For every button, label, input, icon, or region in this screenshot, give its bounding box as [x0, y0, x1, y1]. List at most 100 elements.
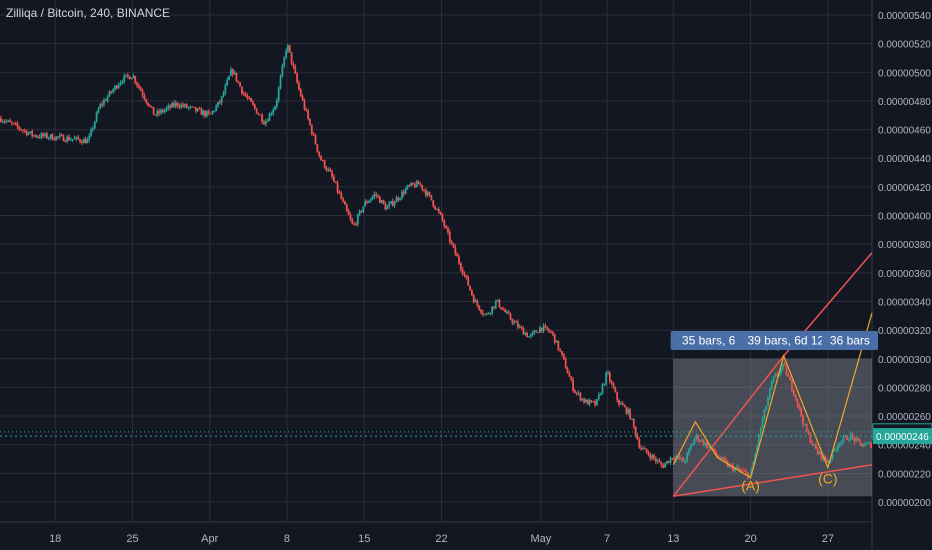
- candle-body: [520, 326, 523, 329]
- candle-body: [478, 305, 481, 310]
- candle-body: [581, 398, 584, 400]
- candle-body: [307, 110, 310, 119]
- price-tag-bg: [873, 428, 932, 445]
- y-tick-label: 0.00000280: [878, 383, 931, 394]
- candle-body: [351, 219, 354, 224]
- candle-body: [401, 191, 403, 199]
- x-tick-label: 15: [358, 533, 370, 545]
- candle-body: [340, 193, 343, 199]
- candle-body: [757, 434, 760, 447]
- candle-body: [585, 399, 587, 403]
- candle-body: [837, 444, 839, 450]
- candle-body: [235, 72, 238, 81]
- candle-body: [231, 69, 234, 75]
- candle-body: [859, 439, 861, 444]
- candle-body: [454, 246, 457, 254]
- candle-body: [721, 457, 723, 460]
- candle-body: [347, 210, 350, 216]
- candle-body: [224, 85, 227, 94]
- date-range-label-text: 35 bars, 6d: [682, 334, 742, 348]
- candle-body: [200, 108, 203, 115]
- candle-body: [814, 444, 817, 450]
- candle-body: [136, 82, 138, 86]
- candle-body: [573, 390, 576, 393]
- candle-body: [165, 107, 168, 111]
- candle-body: [603, 383, 606, 385]
- candle-body: [114, 85, 116, 90]
- candle-body: [237, 80, 240, 83]
- date-range-label-bg: [670, 331, 754, 350]
- candle-body: [654, 458, 657, 462]
- candle-body: [393, 202, 396, 206]
- candle-body: [632, 418, 635, 427]
- candle-body: [239, 82, 241, 87]
- candle-body: [840, 440, 843, 444]
- candle-body: [456, 253, 459, 257]
- candle-body: [263, 121, 265, 125]
- candle-body: [143, 95, 146, 100]
- candle-body: [826, 459, 828, 463]
- candle-body: [33, 135, 35, 137]
- candle-body: [745, 471, 747, 473]
- candle-body: [423, 189, 425, 191]
- candle-body: [699, 440, 701, 442]
- candle-body: [618, 400, 620, 405]
- candle-body: [252, 101, 254, 105]
- candle-body: [125, 74, 127, 76]
- candle-body: [787, 374, 790, 377]
- candle-body: [588, 400, 591, 405]
- candle-body: [529, 334, 532, 337]
- candle-body: [353, 223, 356, 225]
- candle-body: [36, 136, 39, 138]
- candle-body: [369, 199, 372, 202]
- candle-body: [737, 467, 740, 470]
- candle-body: [191, 106, 194, 108]
- candle-body: [75, 136, 78, 139]
- candle-body: [768, 388, 771, 398]
- candle-body: [327, 169, 330, 171]
- candle-body: [97, 108, 100, 113]
- candle-body: [176, 102, 179, 107]
- candle-body: [597, 394, 600, 400]
- candle-body: [592, 401, 595, 403]
- candle-body: [334, 181, 337, 183]
- candle-body: [537, 332, 540, 334]
- candle-body: [577, 392, 580, 394]
- candle-body: [502, 309, 505, 311]
- candle-body: [704, 442, 707, 445]
- candle-body: [217, 101, 219, 107]
- candle-body: [49, 134, 52, 138]
- candle-body: [119, 82, 122, 85]
- candle-body: [649, 454, 652, 459]
- candle-body: [342, 198, 344, 202]
- candle-body: [802, 416, 804, 425]
- candle-body: [40, 133, 43, 138]
- candle-body: [575, 392, 578, 394]
- candle-body: [25, 130, 28, 135]
- y-tick-label: 0.00000480: [878, 97, 931, 108]
- y-tick-label: 0.00000460: [878, 126, 931, 137]
- candle-body: [763, 409, 766, 419]
- candle-body: [818, 451, 821, 454]
- x-tick-label: 13: [667, 533, 679, 545]
- candle-body: [264, 121, 267, 125]
- candle-body: [22, 130, 24, 132]
- candle-body: [115, 85, 118, 89]
- candle-body: [167, 105, 170, 108]
- candle-body: [548, 329, 551, 332]
- candle-body: [638, 439, 641, 448]
- candle-body: [147, 102, 149, 106]
- y-tick-label: 0.00000360: [878, 269, 931, 280]
- candle-body: [761, 418, 764, 428]
- candle-body: [395, 197, 398, 203]
- candle-body: [46, 133, 48, 139]
- candle-body: [158, 111, 161, 114]
- candle-body: [470, 290, 473, 296]
- candle-body: [500, 307, 503, 310]
- candle-body: [625, 406, 628, 414]
- y-tick-label: 0.00000520: [878, 40, 931, 51]
- candle-body: [739, 469, 742, 471]
- candle-body: [570, 376, 573, 380]
